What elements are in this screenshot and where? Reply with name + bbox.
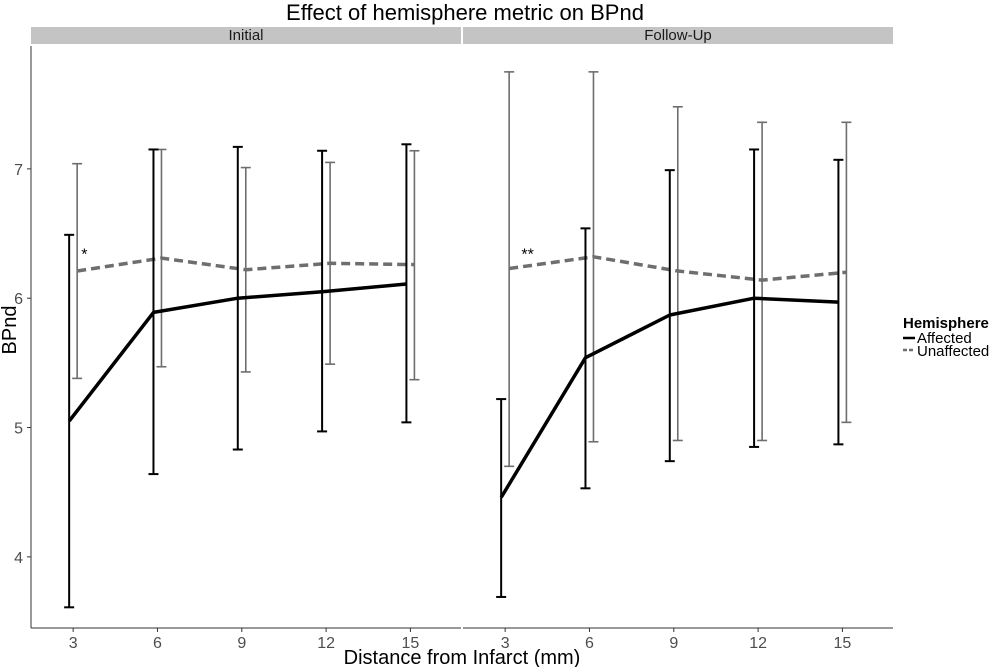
significance-annotation: * <box>81 246 87 263</box>
panel-initial: Initial 3 6 9 12 15 * <box>31 27 461 652</box>
legend-title: Hemisphere <box>903 315 989 332</box>
series-line-affected <box>499 296 839 499</box>
series-unaffected <box>72 148 420 381</box>
y-tick-label: 4 <box>14 550 23 567</box>
strip-background <box>463 27 893 44</box>
x-tick-label: 15 <box>402 635 420 652</box>
significance-annotation: ** <box>521 246 533 263</box>
x-tick-label: 9 <box>237 635 246 652</box>
strip-label: Follow-Up <box>644 27 712 44</box>
error-bar <box>401 143 412 424</box>
y-tick-label: 5 <box>14 421 23 438</box>
x-tick-label: 12 <box>317 635 335 652</box>
series-line-affected <box>67 282 407 423</box>
legend-label-affected: Affected <box>917 330 972 347</box>
chart-title: Effect of hemisphere metric on BPnd <box>286 0 644 25</box>
x-axis-title: Distance from Infarct (mm) <box>344 647 581 667</box>
strip-label: Initial <box>228 27 263 44</box>
error-bar <box>833 158 844 446</box>
error-bar <box>409 149 420 381</box>
series-affected <box>64 143 412 609</box>
x-tick-label: 12 <box>749 635 767 652</box>
x-tick-label: 3 <box>69 635 78 652</box>
legend-item-unaffected: Unaffected <box>903 343 989 360</box>
legend-item-affected: Affected <box>903 330 972 347</box>
x-tick-label: 6 <box>153 635 162 652</box>
x-tick-label: 6 <box>585 635 594 652</box>
y-axis: 4 5 6 7 <box>14 46 32 628</box>
y-tick-label: 6 <box>14 291 23 308</box>
series-line-unaffected <box>508 255 847 282</box>
panels-layer: Initial 3 6 9 12 15 * Follow-Up 3 6 9 12 15 ** <box>31 27 893 652</box>
error-bar <box>672 105 683 442</box>
error-bar <box>504 71 515 468</box>
strip-background <box>31 27 461 44</box>
y-tick-label: 7 <box>14 162 23 179</box>
y-axis-title: BPnd <box>0 306 21 355</box>
series-unaffected <box>504 71 852 468</box>
error-bar <box>72 162 83 380</box>
series-affected <box>496 148 844 598</box>
error-bar <box>496 398 507 598</box>
legend-label-unaffected: Unaffected <box>917 343 989 360</box>
x-tick-label: 9 <box>669 635 678 652</box>
x-tick-label: 15 <box>834 635 852 652</box>
x-tick-label: 3 <box>501 635 510 652</box>
panel-follow-up: Follow-Up 3 6 9 12 15 ** <box>463 27 893 652</box>
error-bar <box>841 121 852 424</box>
series-line-unaffected <box>76 256 415 273</box>
legend: Hemisphere Affected Unaffected <box>903 315 989 360</box>
error-bar <box>64 233 75 609</box>
